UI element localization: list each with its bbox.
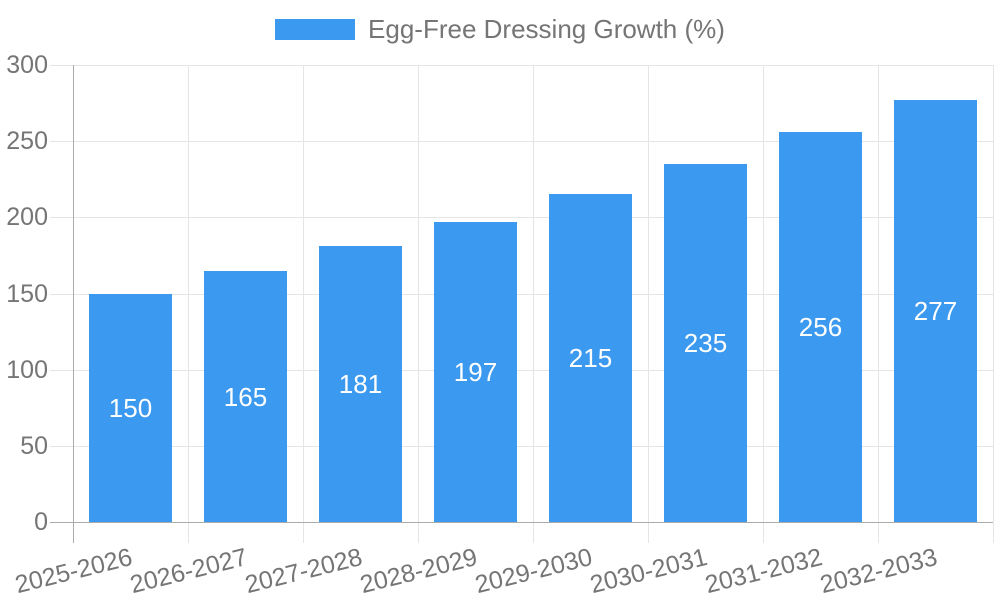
- y-tick-label: 300: [6, 51, 48, 79]
- x-tick: [533, 523, 534, 543]
- bar-value-label: 150: [108, 393, 153, 423]
- y-tick-label: 100: [6, 356, 48, 384]
- bar[interactable]: [204, 271, 287, 522]
- x-gridline: [993, 65, 994, 522]
- y-tick-label: 200: [6, 203, 48, 231]
- y-tick-label: 150: [6, 280, 48, 308]
- y-tick-label: 50: [20, 432, 48, 460]
- x-gridline: [188, 65, 189, 522]
- x-tick-label: 2028-2029: [357, 543, 481, 600]
- x-axis-line: [73, 522, 993, 523]
- y-tick: [50, 294, 73, 295]
- y-tick: [50, 370, 73, 371]
- x-gridline: [533, 65, 534, 522]
- y-tick: [50, 141, 73, 142]
- x-tick-label: 2026-2027: [127, 543, 251, 600]
- x-tick: [73, 523, 74, 543]
- bar-value-label: 235: [683, 328, 728, 358]
- x-tick: [418, 523, 419, 543]
- x-tick: [763, 523, 764, 543]
- x-tick-label: 2025-2026: [12, 543, 136, 600]
- legend: Egg-Free Dressing Growth (%): [0, 14, 1000, 44]
- bar[interactable]: [664, 164, 747, 522]
- x-tick-label: 2030-2031: [587, 543, 711, 600]
- x-tick: [188, 523, 189, 543]
- x-tick-label: 2027-2028: [242, 543, 366, 600]
- x-gridline: [418, 65, 419, 522]
- x-tick-label: 2029-2030: [472, 543, 596, 600]
- x-gridline: [303, 65, 304, 522]
- x-gridline: [763, 65, 764, 522]
- y-tick: [50, 522, 73, 523]
- x-tick: [878, 523, 879, 543]
- bar[interactable]: [779, 132, 862, 522]
- bar-value-label: 256: [798, 312, 843, 342]
- x-tick-label: 2032-2033: [817, 543, 941, 600]
- bar-value-label: 181: [338, 369, 383, 399]
- bar-value-label: 165: [223, 382, 268, 412]
- bar[interactable]: [434, 222, 517, 522]
- bar[interactable]: [549, 194, 632, 522]
- bar-value-label: 277: [913, 296, 958, 326]
- y-tick: [50, 65, 73, 66]
- bar[interactable]: [319, 246, 402, 522]
- x-tick: [303, 523, 304, 543]
- x-tick: [993, 523, 994, 543]
- y-tick: [50, 446, 73, 447]
- x-gridline: [878, 65, 879, 522]
- y-tick-label: 250: [6, 127, 48, 155]
- bar-value-label: 197: [453, 357, 498, 387]
- y-tick: [50, 217, 73, 218]
- y-tick-label: 0: [34, 508, 48, 536]
- bar[interactable]: [894, 100, 977, 522]
- legend-label[interactable]: Egg-Free Dressing Growth (%): [368, 14, 725, 44]
- y-axis-line: [73, 65, 74, 522]
- x-tick-label: 2031-2032: [702, 543, 826, 600]
- legend-swatch[interactable]: [275, 18, 356, 40]
- x-tick: [648, 523, 649, 543]
- bar-value-label: 215: [568, 343, 613, 373]
- bar[interactable]: [89, 294, 172, 522]
- x-gridline: [648, 65, 649, 522]
